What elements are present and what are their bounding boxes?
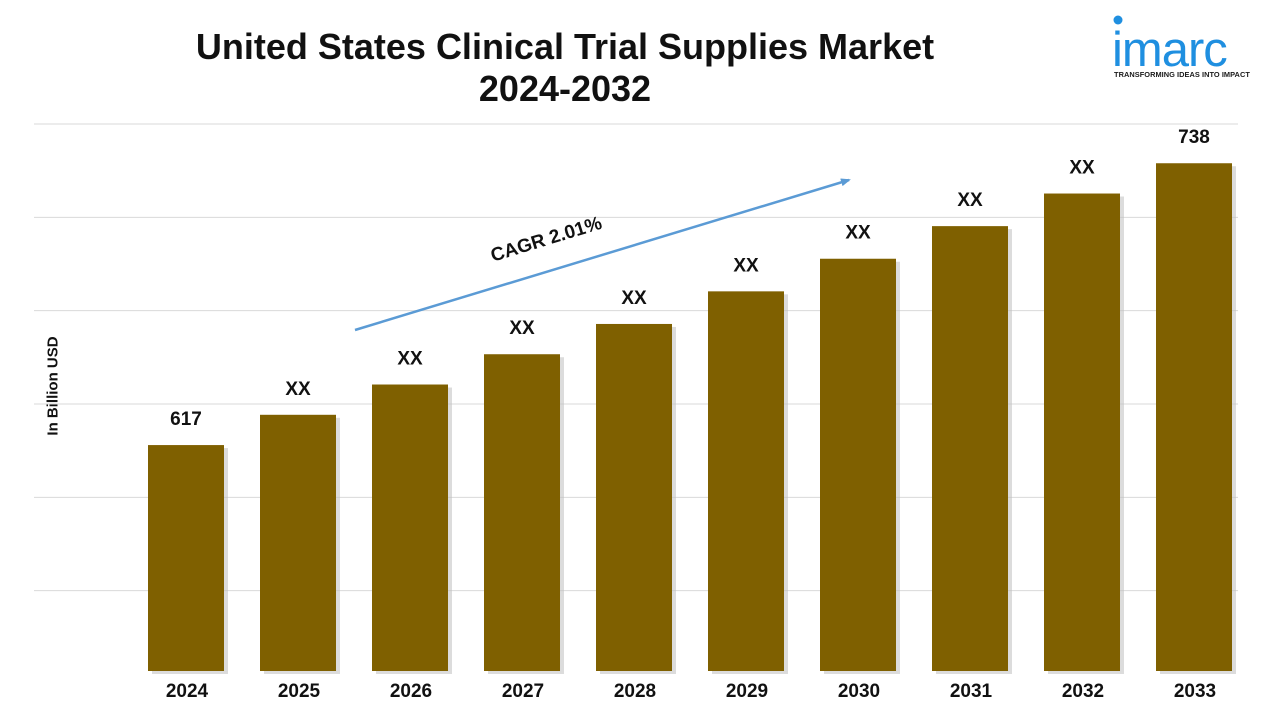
bar-2029: [708, 291, 784, 671]
bar-2028: [596, 323, 672, 671]
bar-2024: [148, 445, 224, 671]
x-tick-2024: 2024: [166, 681, 209, 702]
bar-2027: [484, 354, 560, 671]
bar-2030: [820, 258, 896, 671]
x-tick-2033: 2033: [1174, 681, 1216, 702]
imarc-logo: imarc TRANSFORMING IDEAS INTO IMPACT: [1112, 14, 1262, 84]
x-tick-2028: 2028: [614, 681, 656, 702]
data-label-2027: XX: [509, 318, 535, 339]
title-line-2: 2024-2032: [478, 68, 652, 109]
data-label-2033: 738: [1178, 127, 1210, 148]
x-tick-2032: 2032: [1062, 681, 1104, 702]
cagr-arrow: [354, 178, 851, 332]
data-label-2024: 617: [170, 409, 202, 430]
data-label-2026: XX: [397, 349, 423, 370]
bar-2026: [372, 384, 448, 671]
data-label-2025: XX: [285, 379, 311, 400]
x-tick-2029: 2029: [726, 681, 768, 702]
x-tick-2025: 2025: [278, 681, 321, 702]
data-label-2032: XX: [1069, 158, 1095, 179]
svg-text:imarc: imarc: [1112, 23, 1227, 72]
bar-2032: [1044, 193, 1120, 672]
data-label-2030: XX: [845, 223, 871, 244]
bar-2025: [260, 414, 336, 671]
x-tick-labels: 2024 2025 2026 2027 2028 2029 2030 2031 2032 2033: [166, 681, 1216, 702]
x-tick-2027: 2027: [502, 681, 544, 702]
x-tick-2030: 2030: [838, 681, 880, 702]
bar-2033: [1156, 163, 1232, 671]
data-label-2028: XX: [621, 288, 647, 309]
imarc-wordmark-icon: imarc: [1112, 15, 1228, 72]
bar-2031: [932, 226, 1008, 672]
x-tick-2031: 2031: [950, 681, 993, 702]
data-label-2031: XX: [957, 190, 983, 211]
logo-tagline: TRANSFORMING IDEAS INTO IMPACT: [1114, 70, 1250, 79]
data-labels: 617 XX XX XX XX XX XX XX XX 738: [170, 127, 1210, 430]
x-tick-2026: 2026: [390, 681, 432, 702]
chart-title: United States Clinical Trial Supplies Ma…: [0, 26, 1130, 110]
bars: [148, 163, 1236, 675]
title-line-1: United States Clinical Trial Supplies Ma…: [195, 26, 935, 67]
data-label-2029: XX: [733, 255, 759, 276]
